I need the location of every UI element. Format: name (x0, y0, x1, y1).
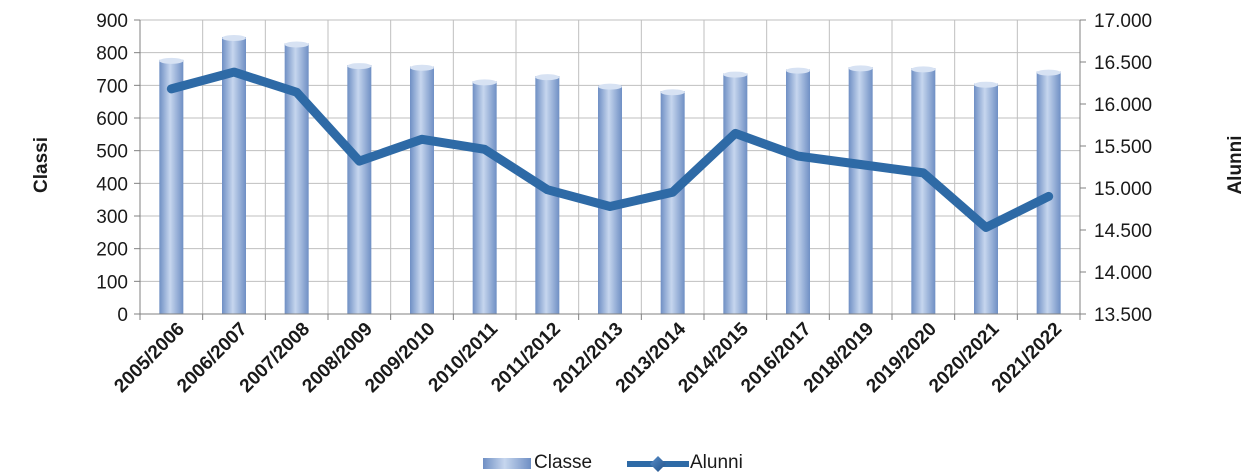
line-series (166, 67, 1054, 232)
bar-top (410, 64, 434, 71)
bar-top (911, 66, 936, 73)
left-axis-ticks: 0 100 200 300 400 500 600 700 800 900 (96, 11, 128, 326)
line-alunni (166, 67, 1054, 232)
bar-top (472, 79, 497, 86)
bar-classe (660, 91, 685, 314)
bar-top (222, 34, 246, 41)
bar-classe (723, 73, 748, 314)
bar-top (848, 65, 873, 72)
bar-classe (222, 36, 246, 315)
bar-top (598, 83, 622, 90)
left-tick-label: 0 (117, 305, 128, 326)
bar-top (723, 71, 748, 78)
right-tick-label: 16.000 (1094, 95, 1152, 116)
bar-top (660, 89, 685, 96)
left-tick-label: 600 (96, 109, 128, 130)
right-tick-label: 17.000 (1094, 11, 1152, 32)
right-axis-title: Alunni (1225, 135, 1246, 194)
legend-classe-label: Classe (534, 452, 592, 473)
axes (134, 19, 1086, 320)
bar-classe (472, 81, 497, 314)
bar-classe (159, 59, 184, 314)
right-axis-ticks: 13.500 14.000 14.500 15.000 15.500 16.000 16.5… (1094, 11, 1152, 326)
bar-classe (974, 83, 998, 314)
left-tick-label: 900 (96, 11, 128, 32)
left-tick-label: 800 (96, 44, 128, 65)
right-tick-label: 15.500 (1094, 137, 1152, 158)
legend-classe-swatch (483, 458, 531, 469)
legend-alunni-marker (650, 456, 666, 472)
bar-top (347, 63, 372, 70)
right-tick-label: 16.500 (1094, 53, 1152, 74)
right-tick-label: 14.000 (1094, 263, 1152, 284)
left-tick-label: 100 (96, 272, 128, 293)
bar-top (974, 81, 998, 88)
right-tick-label: 15.000 (1094, 179, 1152, 200)
legend-alunni-label: Alunni (690, 452, 743, 473)
bar-top (1036, 69, 1061, 76)
bar-top (284, 41, 309, 48)
bar-classe (911, 68, 936, 314)
left-tick-label: 500 (96, 142, 128, 163)
legend: Classe Alunni (483, 452, 743, 473)
bar-classe (786, 69, 810, 314)
bar-top (786, 67, 810, 74)
right-tick-label: 13.500 (1094, 305, 1152, 326)
bar-top (159, 57, 184, 64)
category-ticks: 2005/20062006/20072007/20082008/20092009… (111, 318, 1067, 397)
left-tick-label: 400 (96, 174, 128, 195)
left-axis-title: Classi (31, 137, 52, 193)
left-tick-label: 300 (96, 207, 128, 228)
bar-classe (410, 66, 434, 314)
left-tick-label: 200 (96, 240, 128, 261)
bar-classe (284, 43, 309, 315)
right-tick-label: 14.500 (1094, 221, 1152, 242)
bar-classe (347, 65, 372, 314)
bar-series (159, 34, 1061, 315)
bar-top (535, 74, 560, 81)
left-tick-label: 700 (96, 76, 128, 97)
bar-classe (848, 67, 873, 314)
